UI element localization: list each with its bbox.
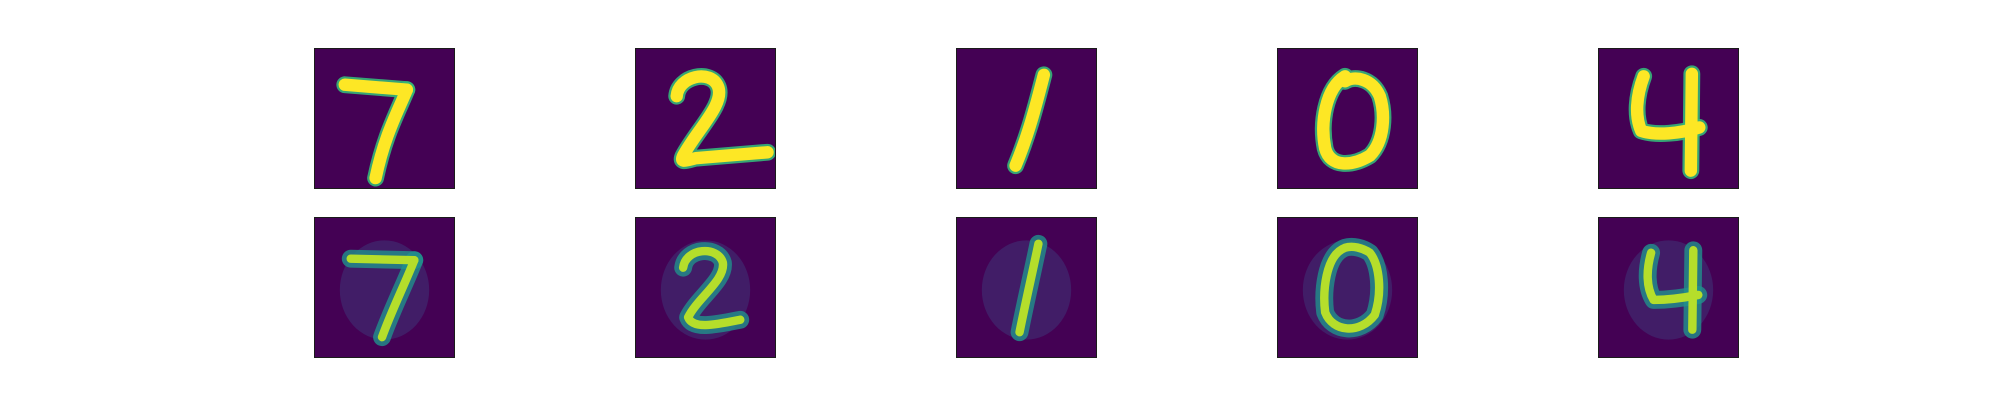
original-digit-4-image (1598, 48, 1739, 189)
original-digit-1-image (956, 48, 1097, 189)
original-digit-1-glyph (957, 49, 1096, 188)
reconstructed-digit-7-image (314, 217, 455, 358)
reconstructed-digit-4-image (1598, 217, 1739, 358)
original-digit-2-image (635, 48, 776, 189)
original-digit-0-glyph (1278, 49, 1417, 188)
reconstructed-digit-0-image (1277, 217, 1418, 358)
original-digit-7-image (314, 48, 455, 189)
reconstructed-digit-4-glyph (1599, 218, 1738, 357)
reconstructed-digit-1-glyph (957, 218, 1096, 357)
original-digit-7-glyph (315, 49, 454, 188)
original-digit-4-glyph (1599, 49, 1738, 188)
reconstructed-digit-7-glyph (315, 218, 454, 357)
reconstructed-digit-0-glyph (1278, 218, 1417, 357)
reconstructed-digit-2-image (635, 217, 776, 358)
reconstructed-digit-2-glyph (636, 218, 775, 357)
original-digit-0-image (1277, 48, 1418, 189)
reconstructed-digit-1-image (956, 217, 1097, 358)
original-digit-2-glyph (636, 49, 775, 188)
